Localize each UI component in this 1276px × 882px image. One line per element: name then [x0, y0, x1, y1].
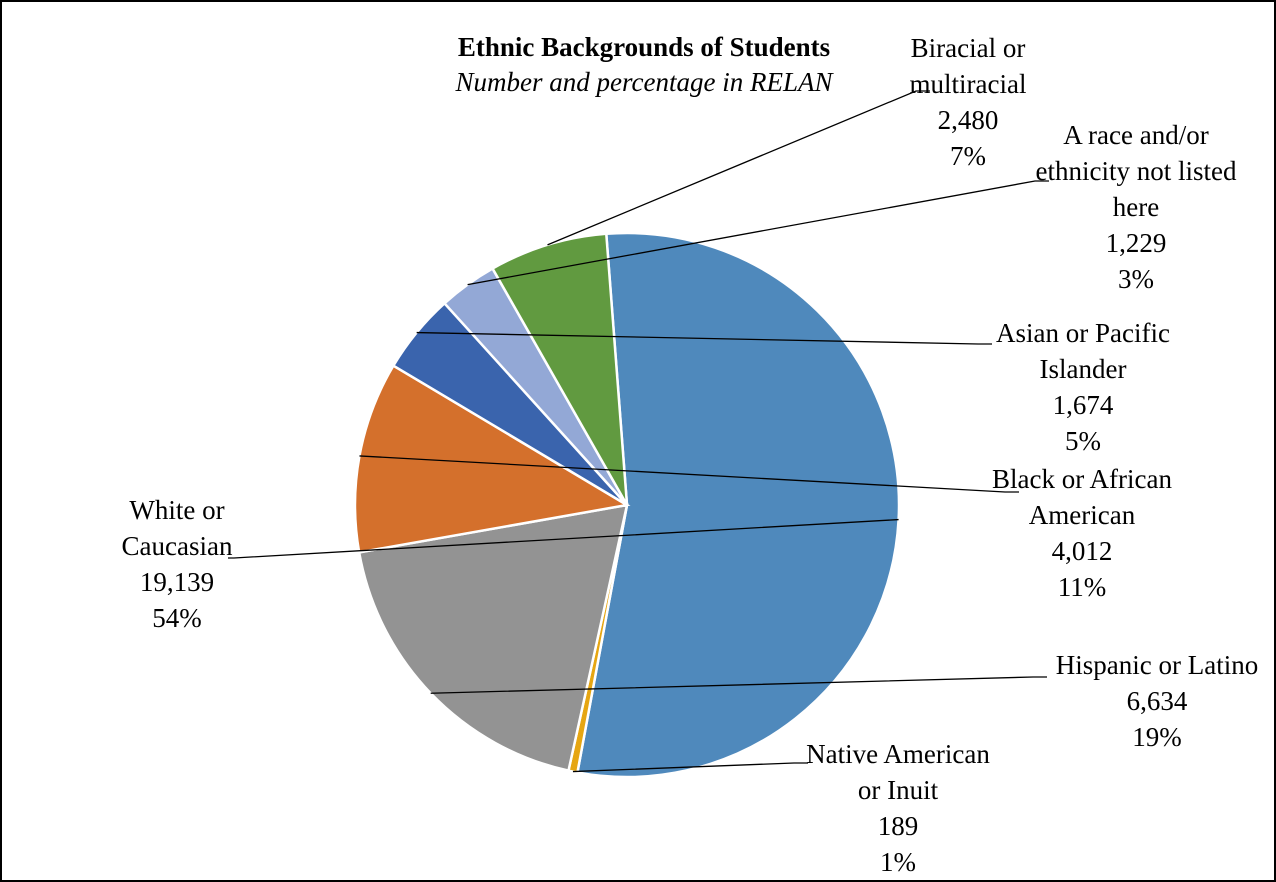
pie-slice-biracial [490, 232, 629, 506]
label-name-line-biracial: multiracial [910, 69, 1027, 99]
leader-line-biracial [547, 90, 930, 246]
label-name-line-black: American [1029, 500, 1136, 530]
label-name-line-white: Caucasian [122, 531, 233, 561]
data-label-asian: Asian or Pacific Islander 1,674 5% [996, 318, 1170, 456]
leader-line-hispanic [430, 676, 1047, 694]
label-name-line-black: Black or African [992, 464, 1172, 494]
label-percent-biracial: 7% [950, 141, 986, 171]
label-value-white: 19,139 [140, 567, 214, 597]
label-percent-white: 54% [152, 603, 202, 633]
leader-line-notlisted [467, 180, 1049, 286]
label-percent-black: 11% [1058, 572, 1107, 602]
leader-line-white [228, 518, 899, 559]
data-label-white: White or Caucasian 19,139 54% [122, 495, 233, 633]
pie-slice-white [575, 231, 901, 779]
leader-line-black [359, 455, 1019, 493]
slices-layer [353, 231, 901, 779]
pie-slice-hispanic [357, 503, 629, 773]
label-percent-native: 1% [880, 847, 916, 877]
data-label-biracial: Biracial or multiracial 2,480 7% [910, 33, 1027, 171]
leader-line-native [572, 762, 808, 773]
label-name-line-white: White or [129, 495, 224, 525]
data-label-notlisted: A race and/or ethnicity not listed here 1,2… [1036, 120, 1237, 294]
label-name-line-notlisted: A race and/or [1063, 120, 1208, 150]
label-value-hispanic: 6,634 [1127, 686, 1188, 716]
label-name-line-native: or Inuit [858, 775, 939, 805]
chart-subtitle: Number and percentage in RELAN [455, 67, 835, 97]
leader-line-asian [416, 331, 992, 345]
label-percent-notlisted: 3% [1118, 264, 1154, 294]
label-name-line-asian: Islander [1040, 354, 1127, 384]
label-value-biracial: 2,480 [938, 105, 999, 135]
label-percent-asian: 5% [1065, 426, 1101, 456]
label-name-line-native: Native American [806, 739, 990, 769]
leaders-layer [228, 90, 1049, 773]
label-name-line-asian: Asian or Pacific [996, 318, 1170, 348]
label-name-line-biracial: Biracial or [911, 33, 1026, 63]
label-percent-hispanic: 19% [1132, 722, 1182, 752]
label-name-line-notlisted: here [1113, 192, 1159, 222]
label-name-line-hispanic: Hispanic or Latino [1056, 650, 1258, 680]
chart-title: Ethnic Backgrounds of Students [458, 32, 830, 62]
label-name-line-notlisted: ethnicity not listed [1036, 156, 1237, 186]
label-value-black: 4,012 [1052, 536, 1113, 566]
data-label-hispanic: Hispanic or Latino 6,634 19% [1056, 650, 1258, 752]
data-label-native: Native American or Inuit 189 1% [806, 739, 990, 877]
data-label-black: Black or African American 4,012 11% [992, 464, 1172, 602]
label-value-native: 189 [878, 811, 919, 841]
label-value-asian: 1,674 [1053, 390, 1114, 420]
labels-layer: White or Caucasian 19,139 54% Native America… [122, 33, 1259, 877]
label-value-notlisted: 1,229 [1106, 228, 1167, 258]
